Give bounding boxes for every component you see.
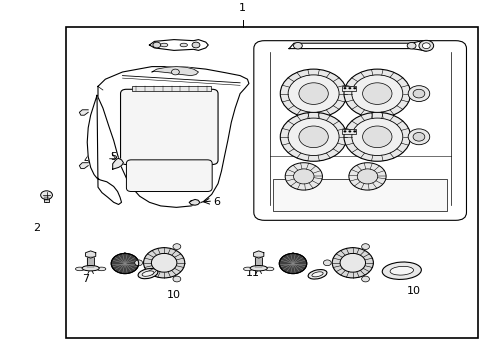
Text: 2: 2 bbox=[33, 223, 40, 233]
Text: 8: 8 bbox=[146, 255, 153, 265]
Bar bbox=[44, 195, 49, 202]
Polygon shape bbox=[152, 67, 198, 76]
Ellipse shape bbox=[382, 262, 421, 279]
Polygon shape bbox=[113, 158, 123, 169]
Polygon shape bbox=[98, 67, 249, 207]
Circle shape bbox=[111, 253, 139, 274]
Text: 6: 6 bbox=[213, 197, 220, 207]
Ellipse shape bbox=[97, 267, 106, 271]
Circle shape bbox=[362, 244, 369, 249]
Text: 9: 9 bbox=[286, 255, 293, 265]
Circle shape bbox=[173, 244, 181, 249]
Circle shape bbox=[172, 69, 179, 75]
Polygon shape bbox=[189, 199, 200, 205]
Circle shape bbox=[344, 69, 411, 118]
Text: 5: 5 bbox=[110, 152, 117, 162]
Circle shape bbox=[357, 169, 378, 184]
Bar bbox=[132, 86, 211, 91]
Ellipse shape bbox=[244, 267, 252, 271]
Circle shape bbox=[173, 276, 181, 282]
Ellipse shape bbox=[250, 266, 268, 271]
Bar bbox=[255, 256, 262, 268]
FancyBboxPatch shape bbox=[126, 160, 212, 192]
Bar bbox=[87, 256, 94, 268]
Circle shape bbox=[299, 83, 328, 104]
Circle shape bbox=[135, 260, 143, 266]
Circle shape bbox=[294, 42, 302, 49]
Circle shape bbox=[280, 112, 347, 161]
Circle shape bbox=[192, 42, 200, 48]
Polygon shape bbox=[149, 40, 208, 50]
Bar bbox=[342, 129, 356, 134]
Circle shape bbox=[340, 253, 366, 272]
Ellipse shape bbox=[312, 272, 323, 277]
Ellipse shape bbox=[390, 266, 414, 275]
Polygon shape bbox=[79, 163, 88, 168]
Text: 10: 10 bbox=[407, 286, 421, 296]
Circle shape bbox=[413, 89, 425, 98]
Ellipse shape bbox=[142, 271, 154, 276]
Text: 3: 3 bbox=[176, 40, 183, 50]
Circle shape bbox=[407, 42, 416, 49]
Circle shape bbox=[352, 75, 403, 112]
Circle shape bbox=[413, 132, 425, 141]
Ellipse shape bbox=[82, 266, 99, 271]
Circle shape bbox=[279, 253, 307, 274]
Circle shape bbox=[352, 118, 403, 156]
Ellipse shape bbox=[75, 267, 84, 271]
Bar bbox=[273, 179, 447, 211]
Bar bbox=[342, 86, 356, 91]
Circle shape bbox=[288, 118, 339, 156]
Circle shape bbox=[323, 260, 331, 266]
Ellipse shape bbox=[160, 43, 168, 47]
Circle shape bbox=[363, 83, 392, 104]
Polygon shape bbox=[86, 251, 96, 258]
FancyBboxPatch shape bbox=[254, 41, 466, 220]
Circle shape bbox=[408, 129, 430, 145]
Polygon shape bbox=[289, 41, 429, 51]
Circle shape bbox=[419, 40, 434, 51]
Polygon shape bbox=[79, 110, 88, 115]
Text: 7: 7 bbox=[82, 274, 89, 284]
Polygon shape bbox=[254, 251, 264, 258]
Text: 8: 8 bbox=[332, 255, 339, 265]
FancyBboxPatch shape bbox=[121, 89, 218, 165]
Circle shape bbox=[348, 130, 351, 132]
Circle shape bbox=[343, 87, 346, 89]
Circle shape bbox=[349, 163, 386, 190]
Circle shape bbox=[294, 169, 314, 184]
Circle shape bbox=[299, 126, 328, 148]
Circle shape bbox=[422, 43, 430, 49]
Ellipse shape bbox=[308, 270, 327, 279]
Circle shape bbox=[332, 248, 373, 278]
Polygon shape bbox=[87, 95, 122, 204]
Circle shape bbox=[363, 126, 392, 148]
Circle shape bbox=[343, 130, 346, 132]
Bar bbox=[66, 27, 478, 338]
Circle shape bbox=[348, 87, 351, 89]
Circle shape bbox=[151, 253, 177, 272]
Circle shape bbox=[144, 248, 185, 278]
Circle shape bbox=[344, 112, 411, 161]
Circle shape bbox=[41, 191, 52, 199]
Circle shape bbox=[408, 86, 430, 102]
Circle shape bbox=[353, 87, 356, 89]
Circle shape bbox=[362, 276, 369, 282]
Circle shape bbox=[280, 69, 347, 118]
Ellipse shape bbox=[180, 43, 188, 47]
Text: 9: 9 bbox=[117, 255, 123, 265]
Text: 10: 10 bbox=[167, 290, 181, 300]
Text: 11: 11 bbox=[245, 268, 259, 278]
Ellipse shape bbox=[138, 269, 158, 279]
Text: 4: 4 bbox=[83, 155, 91, 165]
Circle shape bbox=[288, 75, 339, 112]
Circle shape bbox=[153, 42, 161, 48]
Text: 1: 1 bbox=[239, 3, 246, 13]
Circle shape bbox=[285, 163, 322, 190]
Ellipse shape bbox=[265, 267, 274, 271]
Circle shape bbox=[353, 130, 356, 132]
